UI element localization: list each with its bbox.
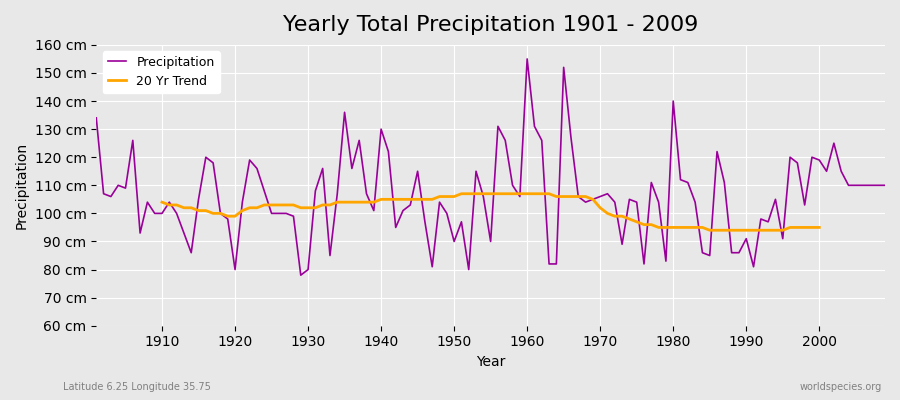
20 Yr Trend bbox=[814, 225, 824, 230]
Precipitation bbox=[295, 273, 306, 278]
Precipitation bbox=[529, 124, 540, 129]
20 Yr Trend bbox=[456, 191, 467, 196]
20 Yr Trend bbox=[544, 191, 554, 196]
Text: Latitude 6.25 Longitude 35.75: Latitude 6.25 Longitude 35.75 bbox=[63, 382, 211, 392]
20 Yr Trend bbox=[310, 205, 320, 210]
20 Yr Trend bbox=[726, 228, 737, 233]
Text: worldspecies.org: worldspecies.org bbox=[800, 382, 882, 392]
Precipitation bbox=[536, 138, 547, 143]
X-axis label: Year: Year bbox=[476, 355, 505, 369]
20 Yr Trend bbox=[705, 228, 716, 233]
Line: 20 Yr Trend: 20 Yr Trend bbox=[162, 194, 819, 230]
Precipitation bbox=[361, 191, 372, 196]
20 Yr Trend bbox=[806, 225, 817, 230]
Precipitation bbox=[318, 166, 328, 171]
Precipitation bbox=[879, 183, 890, 188]
20 Yr Trend bbox=[325, 202, 336, 207]
Precipitation bbox=[149, 211, 160, 216]
Y-axis label: Precipitation: Precipitation bbox=[15, 142, 29, 229]
Line: Precipitation: Precipitation bbox=[96, 59, 885, 275]
Precipitation bbox=[624, 197, 634, 202]
Title: Yearly Total Precipitation 1901 - 2009: Yearly Total Precipitation 1901 - 2009 bbox=[283, 15, 698, 35]
Legend: Precipitation, 20 Yr Trend: Precipitation, 20 Yr Trend bbox=[103, 51, 220, 93]
Precipitation bbox=[522, 56, 533, 61]
20 Yr Trend bbox=[237, 208, 248, 213]
Precipitation bbox=[91, 116, 102, 120]
20 Yr Trend bbox=[157, 200, 167, 204]
